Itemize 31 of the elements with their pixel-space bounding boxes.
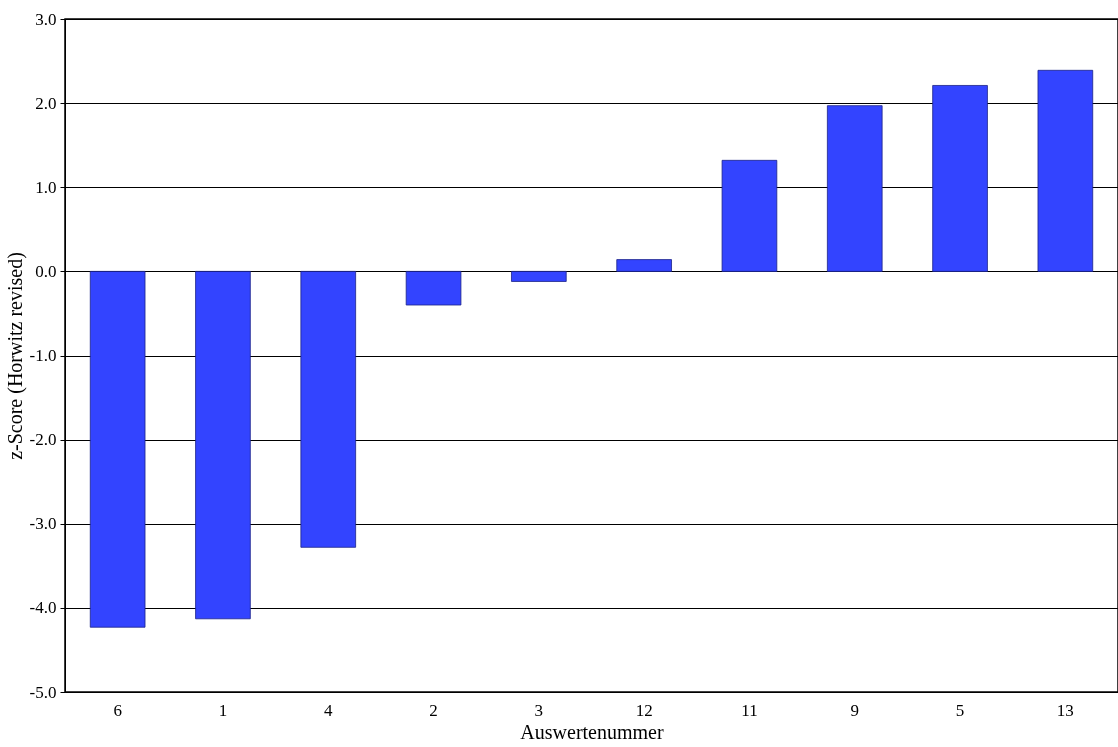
bar: [89, 270, 146, 628]
bar: [721, 159, 778, 272]
x-tick-label: 13: [1056, 700, 1074, 720]
y-tick-label: 0.0: [35, 261, 57, 281]
x-tick-label: 6: [113, 700, 122, 720]
x-tick-label: 9: [850, 700, 859, 720]
y-tick-label: -2.0: [29, 430, 57, 450]
y-tick-label: 3.0: [35, 9, 57, 29]
x-tick-label: 1: [218, 700, 228, 720]
bar: [616, 259, 672, 272]
x-axis-title: Auswertenummer: [520, 720, 664, 743]
x-tick-label: 2: [429, 700, 438, 720]
x-tick-label: 11: [741, 700, 758, 720]
bar: [195, 270, 251, 620]
bar: [1037, 69, 1094, 272]
y-tick-label: -5.0: [29, 682, 57, 702]
x-tick-label: 3: [534, 700, 544, 720]
bar: [511, 270, 567, 282]
y-tick-label: -1.0: [29, 346, 57, 365]
x-tick-label: 5: [955, 700, 965, 720]
y-tick-label: 1.0: [35, 177, 57, 197]
bar: [300, 270, 357, 548]
y-tick-label: 2.0: [35, 93, 57, 113]
x-tick-label: 4: [324, 700, 333, 720]
x-tick-label: 12: [635, 700, 653, 720]
bar: [405, 270, 462, 306]
bar: [932, 85, 988, 272]
y-axis-title: z-Score (Horwitz revised): [3, 252, 27, 460]
bar: [826, 105, 883, 272]
y-tick-label: -3.0: [29, 514, 57, 534]
y-tick-label: -4.0: [29, 598, 57, 618]
